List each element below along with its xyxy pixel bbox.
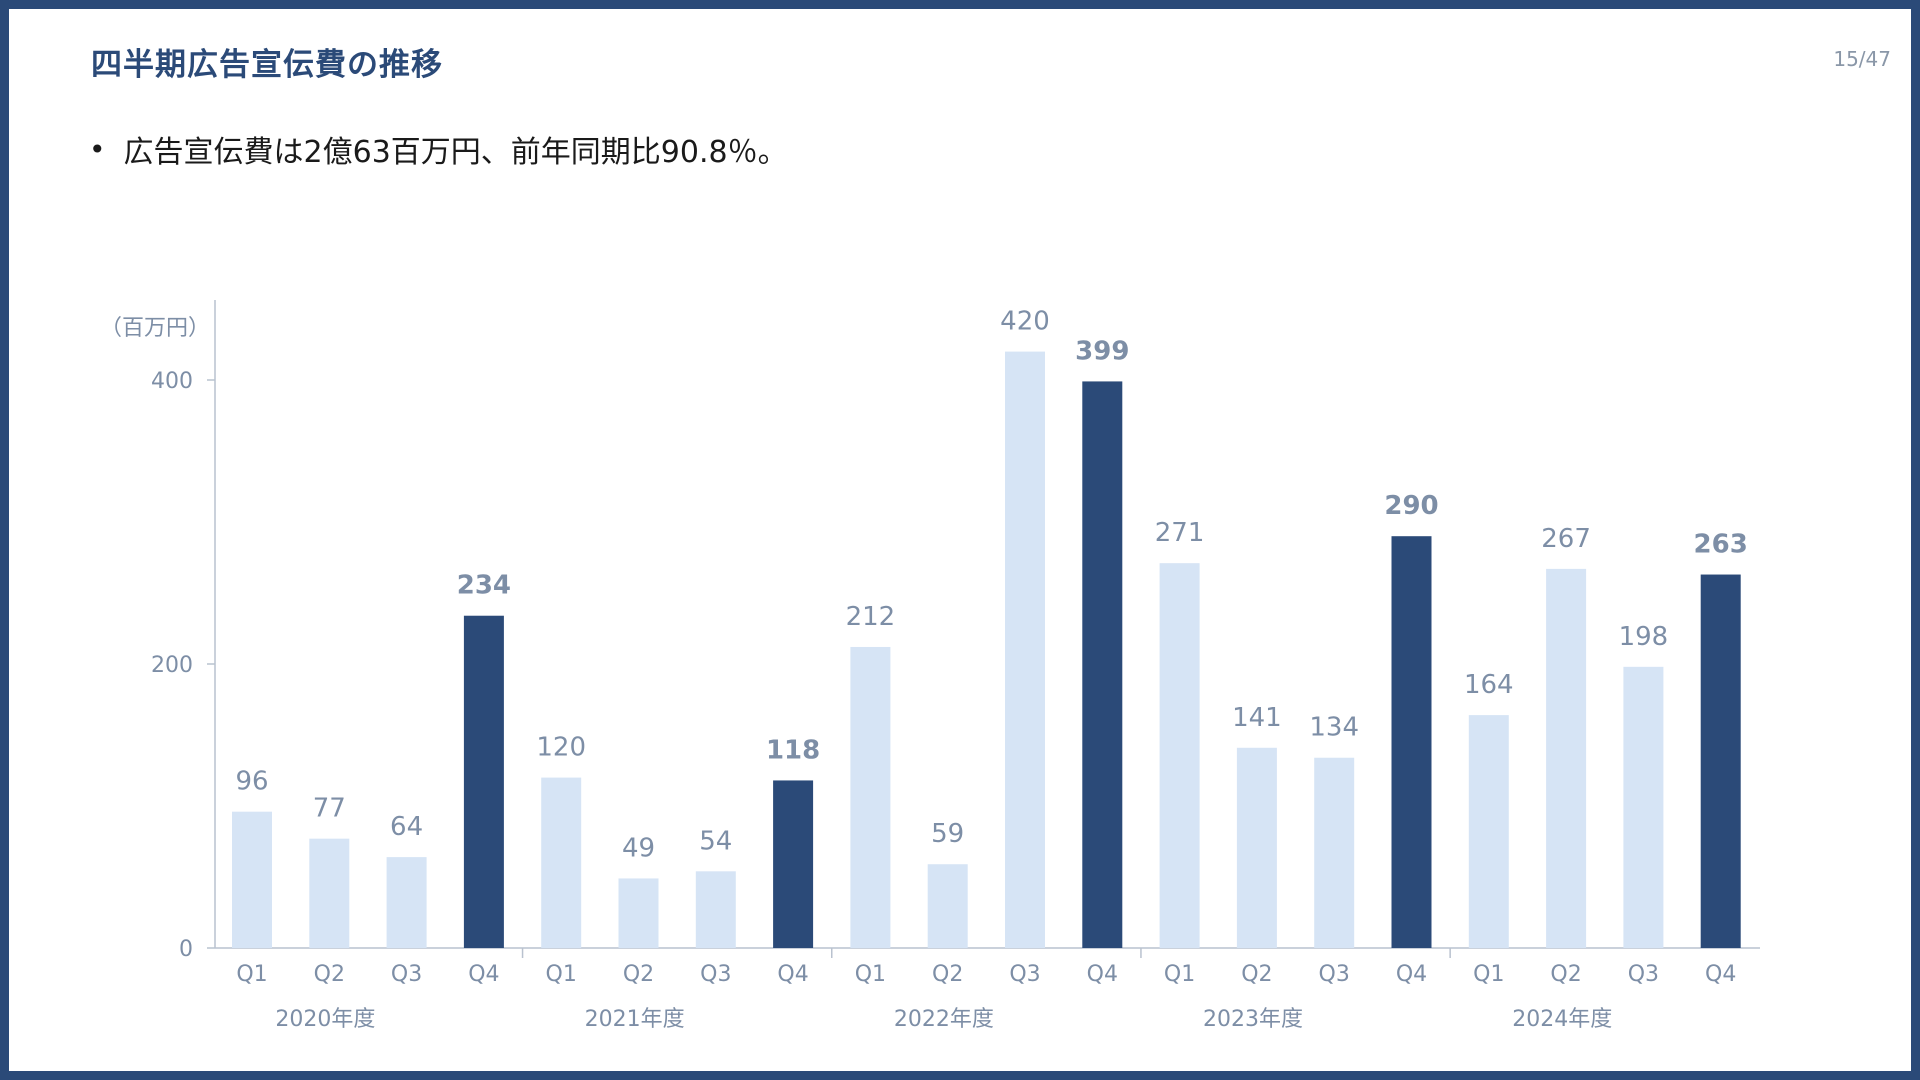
x-tick-labels: Q1 Q2 Q3 Q4 Q1 Q2 Q3 Q4 Q1 Q2 Q3 Q4 Q1 Q2 Q3 Q4 Q1 Q2 Q3 Q4 (236, 962, 1736, 987)
bar (927, 864, 968, 948)
bar (618, 878, 659, 948)
bar (1236, 747, 1277, 948)
x-tick-label: Q2 (932, 962, 963, 987)
bar (1468, 715, 1509, 948)
page-title: 四半期広告宣伝費の推移 (91, 47, 443, 83)
x-tick-label: Q1 (1164, 962, 1195, 987)
page-number: 15/47 (1833, 47, 1891, 71)
x-tick-label: Q4 (1087, 962, 1118, 987)
bar (773, 780, 814, 948)
x-tick-label: Q4 (1396, 962, 1427, 987)
x-tick-label: Q3 (1628, 962, 1659, 987)
x-tick-label: Q1 (855, 962, 886, 987)
data-label: 134 (1309, 713, 1359, 743)
data-label: 267 (1541, 524, 1591, 554)
bar (232, 811, 272, 948)
bullet-icon: • (89, 132, 106, 166)
data-label: 120 (536, 733, 586, 763)
x-tick-label: Q2 (1550, 962, 1581, 987)
bullet-text: 広告宣伝費は2億63百万円、前年同期比90.8％。 (123, 135, 788, 170)
data-label: 141 (1232, 703, 1282, 733)
x-group-label: 2022年度 (894, 1007, 994, 1032)
bar (386, 857, 427, 948)
data-label: 164 (1464, 670, 1514, 700)
x-tick-label: Q3 (391, 962, 422, 987)
data-label: 290 (1384, 491, 1438, 521)
bar (541, 777, 582, 948)
bar (309, 838, 350, 948)
x-tick-label: Q1 (236, 962, 267, 987)
data-label: 96 (235, 767, 268, 797)
data-label: 59 (931, 819, 964, 849)
data-label: 271 (1155, 518, 1205, 548)
x-group-label: 2023年度 (1203, 1007, 1303, 1032)
x-tick-label: Q3 (700, 962, 731, 987)
x-tick-label: Q4 (1705, 962, 1736, 987)
y-tick-label: 200 (151, 653, 193, 678)
x-tick-label: Q3 (1319, 962, 1350, 987)
y-tick-label: 0 (179, 937, 193, 962)
x-tick-label: Q4 (777, 962, 808, 987)
x-tick-label: Q4 (468, 962, 499, 987)
data-label: 49 (622, 833, 655, 863)
bar (1005, 351, 1045, 949)
data-label: 64 (390, 812, 423, 842)
bar (695, 871, 736, 948)
y-axis: 0 200 400 (151, 300, 216, 962)
bar (1546, 568, 1587, 948)
data-labels: 96 77 64 234 120 49 54 118 212 59 420 399 271 141 134 2… (235, 307, 1747, 864)
bullet-item: • 広告宣伝費は2億63百万円、前年同期比90.8％。 (89, 127, 788, 171)
bar (1159, 563, 1200, 948)
data-label: 198 (1619, 622, 1669, 652)
data-label: 399 (1075, 336, 1129, 366)
bar (850, 646, 891, 948)
x-tick-label: Q3 (1009, 962, 1040, 987)
bar (1623, 666, 1664, 948)
x-tick-label: Q2 (1241, 962, 1272, 987)
x-tick-label: Q2 (314, 962, 345, 987)
bar (463, 615, 504, 948)
data-label: 263 (1694, 530, 1748, 560)
x-axis (215, 947, 1760, 958)
data-label: 118 (766, 735, 820, 765)
bar (1314, 757, 1355, 948)
x-group-label: 2024年度 (1512, 1007, 1612, 1032)
x-tick-label: Q1 (546, 962, 577, 987)
bar (1700, 574, 1741, 948)
x-group-label: 2021年度 (585, 1007, 685, 1032)
y-tick-label: 400 (151, 369, 193, 394)
bars (232, 351, 1741, 949)
x-tick-label: Q2 (623, 962, 654, 987)
x-group-label: 2020年度 (275, 1007, 375, 1032)
data-label: 420 (1000, 307, 1050, 337)
data-label: 234 (457, 571, 511, 601)
data-label: 212 (846, 602, 896, 632)
bar (1082, 381, 1123, 948)
y-unit-label: （百万円） (100, 316, 210, 341)
x-group-labels: 2020年度 2021年度 2022年度 2023年度 2024年度 (275, 1007, 1612, 1032)
x-tick-label: Q1 (1473, 962, 1504, 987)
data-label: 77 (313, 794, 346, 824)
bar (1391, 536, 1432, 948)
data-label: 54 (699, 826, 732, 856)
